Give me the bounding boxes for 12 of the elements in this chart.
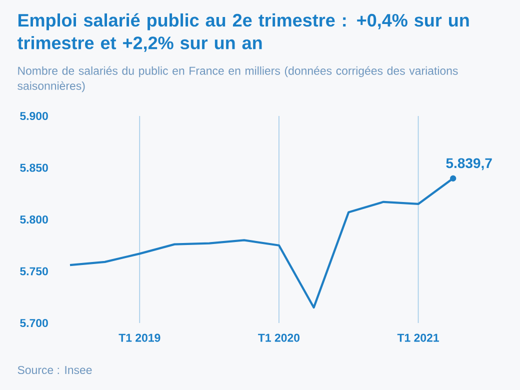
y-tick-label: 5.700 xyxy=(20,318,48,328)
y-tick-label: 5.850 xyxy=(20,164,48,172)
x-tick-label: T1 2021 xyxy=(397,334,439,342)
y-tick-label: 5.750 xyxy=(20,267,48,276)
x-tick-label: T1 2019 xyxy=(118,334,160,342)
chart-title: Emploi salarié public au 2e trimestre : +0,4% sur un trimestre et +2,2% sur un an xyxy=(18,13,469,52)
y-tick-label: 5.900 xyxy=(20,112,48,120)
chart-subtitle: Nombre de salariés du public en France en milliers (données corrigées des variations saisonnières) xyxy=(18,66,458,92)
y-tick-label: 5.800 xyxy=(20,215,48,224)
data-label: 5.839,7 xyxy=(446,158,492,170)
source-note: Source : Insee xyxy=(18,366,92,374)
x-tick-label: T1 2020 xyxy=(258,334,300,342)
